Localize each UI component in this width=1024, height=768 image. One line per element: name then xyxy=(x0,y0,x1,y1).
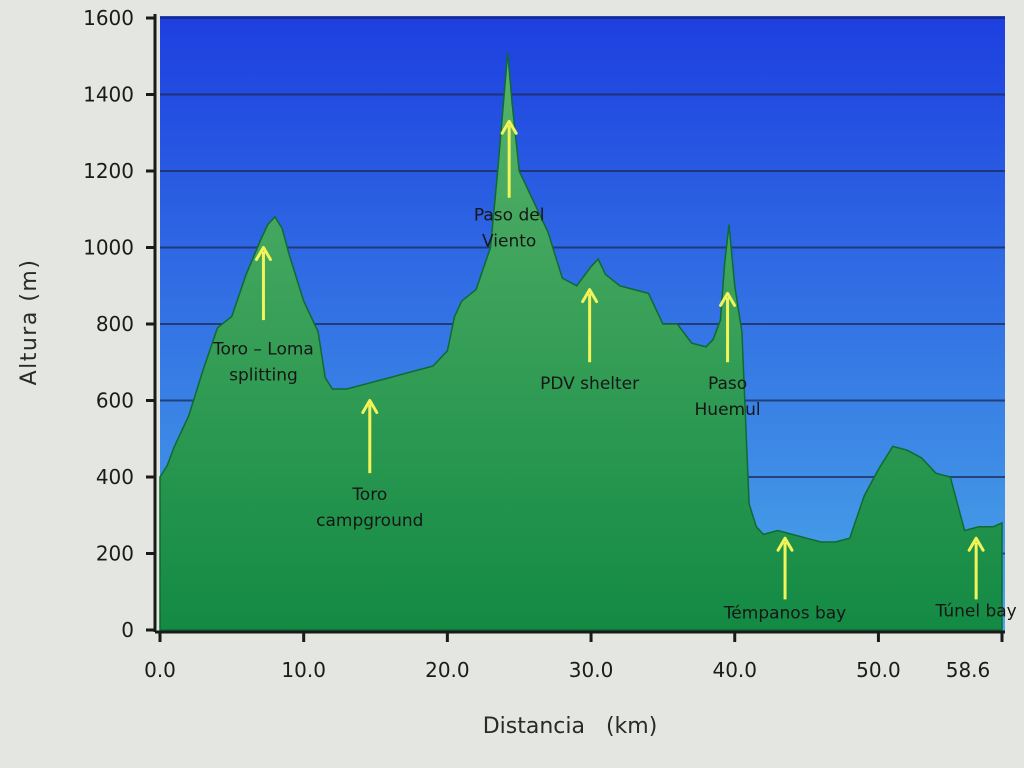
annotation-arrow-head xyxy=(581,288,599,304)
x-axis-title: Distancia (km) xyxy=(483,714,658,739)
annotation-arrow-head xyxy=(361,399,379,414)
annotation: Paso del Viento xyxy=(474,119,545,252)
annotation-label: Huemul xyxy=(695,400,761,420)
y-tick-label: 600 xyxy=(96,389,134,413)
x-tick-label: 50.0 xyxy=(856,658,901,682)
y-tick-labels: 0 200 400 600 800 1000 1200 1400 1600 xyxy=(83,6,155,642)
annotation-label: Paso xyxy=(708,374,747,394)
annotation-arrow-head xyxy=(719,291,737,307)
annotation-label: Túnel bay xyxy=(935,602,1017,622)
y-tick-label: 0 xyxy=(121,618,134,642)
x-tick-label: 20.0 xyxy=(425,658,470,682)
annotation: Toro – Loma splitting xyxy=(212,246,314,386)
y-tick-label: 1400 xyxy=(83,83,134,107)
annotation-label: Toro – Loma xyxy=(212,340,314,360)
y-tick-label: 1000 xyxy=(83,236,134,260)
annotation-label: PDV shelter xyxy=(540,374,639,394)
annotation: Túnel bay xyxy=(935,536,1017,622)
x-tick-label: 30.0 xyxy=(569,658,614,682)
y-tick-label: 400 xyxy=(96,465,134,489)
y-tick-label: 1200 xyxy=(83,159,134,183)
annotation: PDV shelter xyxy=(540,288,639,394)
x-tick-label: 40.0 xyxy=(712,658,757,682)
annotation-label: splitting xyxy=(229,366,298,386)
annotations: Toro – Loma splitting Toro campground Paso d… xyxy=(212,119,1017,624)
x-tick-label: 10.0 xyxy=(281,658,326,682)
y-tick-label: 1600 xyxy=(83,6,134,30)
annotation-arrow-head xyxy=(254,246,272,261)
x-tick-labels: 0.0 10.0 20.0 30.0 40.0 50.0 58.6 xyxy=(144,632,1004,682)
annotation-label: Paso del xyxy=(474,206,545,226)
annotation-arrow-head xyxy=(967,536,985,552)
elevation-area xyxy=(159,52,1003,631)
annotation-arrow-head xyxy=(776,536,794,552)
annotation-label: Toro xyxy=(351,485,387,505)
annotation-label: Viento xyxy=(482,232,536,252)
annotation-label: Témpanos bay xyxy=(723,604,846,624)
annotation: Toro campground xyxy=(316,399,423,531)
x-tick-label: 0.0 xyxy=(144,658,176,682)
annotation: Témpanos bay xyxy=(723,536,846,624)
y-tick-label: 800 xyxy=(96,312,134,336)
annotation-label: campground xyxy=(316,511,423,531)
annotation-arrow-head xyxy=(500,119,518,135)
annotation: Paso Huemul xyxy=(695,291,761,420)
x-tick-label: 58.6 xyxy=(946,658,991,682)
y-tick-label: 200 xyxy=(96,542,134,566)
y-axis-title: Altura (m) xyxy=(17,259,42,386)
